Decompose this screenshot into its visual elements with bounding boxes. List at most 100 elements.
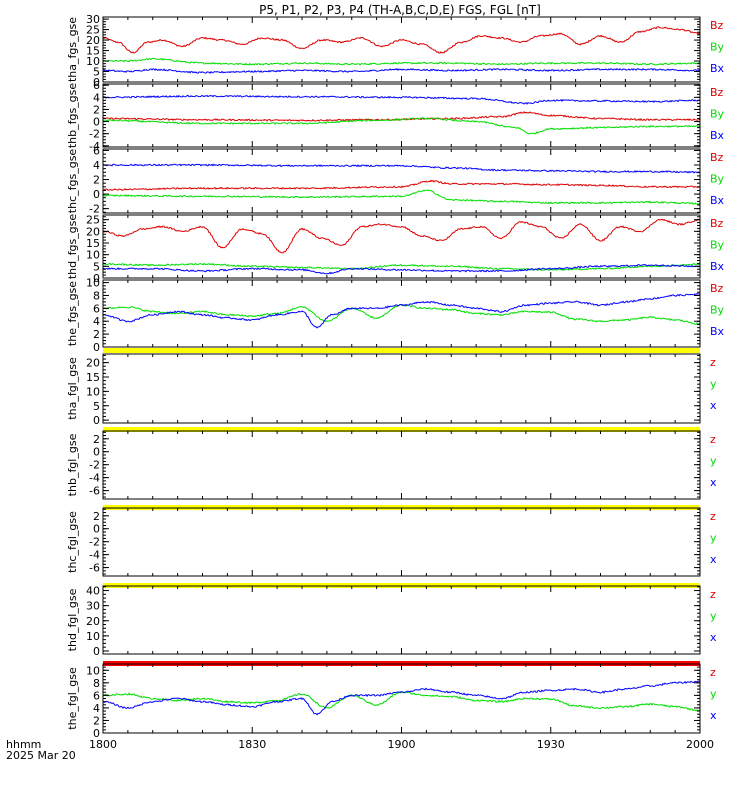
legend-x: x (710, 709, 717, 722)
y-tick-label: 15 (86, 371, 100, 384)
x-tick-label: 1900 (388, 738, 416, 751)
y-tick-label: 30 (86, 13, 100, 26)
y-tick-label: 10 (86, 249, 100, 262)
y-tick-label: 6 (93, 79, 100, 92)
y-tick-label: 15 (86, 45, 100, 58)
legend-Bz: Bz (710, 282, 724, 295)
legend-Bz: Bz (710, 86, 724, 99)
status-bar (103, 427, 700, 432)
y-tick-label: 8 (93, 289, 100, 302)
legend-Bx: Bx (710, 129, 725, 142)
time-label: hhmm (6, 738, 41, 751)
y-tick-label: 0 (93, 727, 100, 740)
trace-thd_fgs_gse-Bx (103, 263, 701, 275)
legend-z: z (710, 666, 716, 679)
status-bar (103, 348, 700, 353)
trace-thd_fgs_gse-By (102, 262, 701, 272)
y-tick-label: 0 (93, 446, 100, 459)
x-tick-label: 1930 (537, 738, 565, 751)
y-tick-label: 4 (93, 315, 100, 328)
legend-z: z (710, 588, 716, 601)
y-tick-label: 20 (86, 34, 100, 47)
y-tick-label: 0 (93, 76, 100, 89)
y-tick-label: 8 (93, 677, 100, 690)
y-tick-label: 0 (93, 645, 100, 658)
trace-thd_fgs_gse-Bz (102, 218, 701, 254)
y-tick-label: 6 (93, 144, 100, 157)
legend-By: By (710, 304, 725, 317)
y-tick-label: -2 (89, 536, 100, 549)
panel-ylabel: thd_fgs_gse (66, 214, 79, 280)
y-tick-label: 30 (86, 600, 100, 613)
panel-ylabel: the_fgl_gse (66, 667, 79, 730)
trace-thc_fgs_gse-By (102, 189, 701, 205)
y-tick-label: 4 (93, 159, 100, 172)
y-tick-label: 0 (93, 116, 100, 129)
trace-the_fgs_gse-By (102, 303, 701, 325)
y-tick-label: 2 (93, 433, 100, 446)
x-tick-label: 1800 (89, 738, 117, 751)
panel-thd_fgl_gse: 0 10 20 30 40 thd_fgl_gse zyx (66, 583, 717, 658)
legend-z: z (710, 356, 716, 369)
y-tick-label: 2 (93, 510, 100, 523)
trace-the_fgl_gse-y (102, 691, 701, 712)
chart-title: P5, P1, P2, P3, P4 (TH-A,B,C,D,E) FGS, F… (259, 3, 541, 17)
legend-By: By (710, 239, 725, 252)
trace-tha_fgs_gse-By (102, 57, 701, 66)
y-tick-label: 0 (93, 272, 100, 285)
panel-frame (102, 507, 701, 577)
legend-Bz: Bz (710, 19, 724, 32)
legend-Bx: Bx (710, 260, 725, 273)
y-tick-label: 2 (93, 174, 100, 187)
y-tick-label: 2 (93, 714, 100, 727)
legend-y: y (710, 610, 717, 623)
y-tick-label: 10 (86, 277, 100, 290)
y-tick-label: 25 (86, 24, 100, 37)
trace-thb_fgs_gse-By (102, 117, 701, 135)
y-tick-label: 20 (86, 615, 100, 628)
panel-frame (102, 83, 701, 148)
y-tick-label: -4 (89, 140, 100, 153)
legend-Bx: Bx (710, 325, 725, 338)
y-tick-label: 0 (93, 341, 100, 354)
panel-ylabel: the_fgs_gse (66, 281, 79, 346)
y-tick-label: 5 (93, 260, 100, 273)
y-tick-label: 6 (93, 302, 100, 315)
x-axis: 1800 1830 1900 1930 2000 (89, 738, 714, 751)
trace-thb_fgs_gse-Bx (102, 94, 701, 105)
y-tick-label: 40 (86, 585, 100, 598)
legend-x: x (710, 631, 717, 644)
legend-x: x (710, 553, 717, 566)
legend-Bz: Bz (710, 217, 724, 230)
legend-z: z (710, 433, 716, 446)
y-tick-label: -2 (89, 459, 100, 472)
legend-y: y (710, 378, 717, 391)
legend-y: y (710, 532, 717, 545)
panel-thb_fgl_gse: -6-4-202 thb_fgl_gse zyx (66, 427, 717, 500)
trace-the_fgs_gse-Bx (102, 293, 701, 329)
y-tick-label: -2 (89, 128, 100, 141)
y-tick-label: 6 (93, 689, 100, 702)
panel-ylabel: thb_fgs_gse (66, 83, 79, 149)
y-tick-label: 0 (93, 523, 100, 536)
panel-frame (102, 430, 701, 500)
panel-ylabel: thb_fgl_gse (66, 433, 79, 496)
legend-y: y (710, 688, 717, 701)
y-tick-label: -2 (89, 203, 100, 216)
trace-thc_fgs_gse-Bx (102, 163, 701, 174)
y-tick-label: 2 (93, 103, 100, 116)
trace-tha_fgs_gse-Bx (102, 67, 701, 74)
y-tick-label: 10 (86, 55, 100, 68)
panel-frame (102, 585, 701, 655)
legend-x: x (710, 399, 717, 412)
panel-ylabel: thc_fgs_gse (66, 149, 79, 214)
legend-z: z (710, 510, 716, 523)
